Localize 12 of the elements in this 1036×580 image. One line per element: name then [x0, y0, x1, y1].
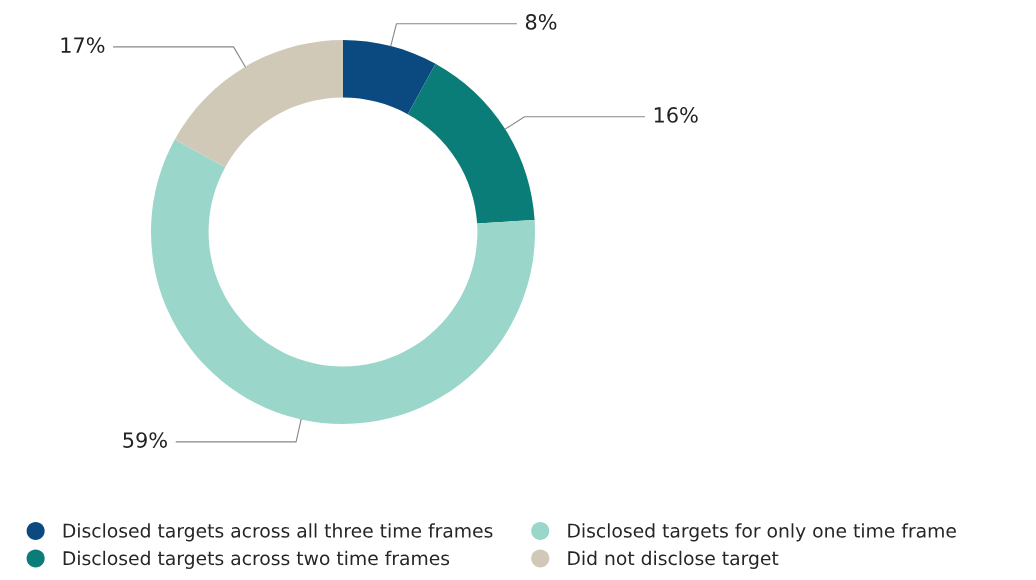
legend-label: Did not disclose target — [568, 550, 779, 569]
data-label: 17% — [61, 37, 105, 53]
donut-slice — [174, 40, 343, 168]
legend-label: Disclosed targets across all three time frames — [63, 523, 493, 542]
data-label: 8% — [525, 14, 557, 30]
donut-slice — [343, 40, 436, 115]
legend-label: Disclosed targets for only one time frame — [568, 523, 956, 542]
donut-slice — [151, 139, 535, 424]
data-label: 59% — [123, 432, 167, 448]
legend-label: Disclosed targets across two time frames — [63, 550, 450, 569]
data-label: 16% — [654, 107, 698, 123]
donut-slice — [407, 63, 535, 224]
